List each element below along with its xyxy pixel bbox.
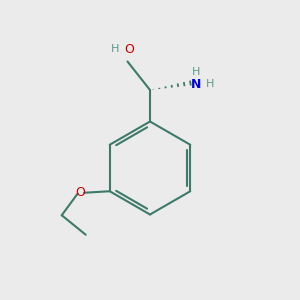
Text: H: H	[192, 67, 201, 77]
Text: N: N	[191, 77, 202, 91]
Text: O: O	[124, 43, 134, 56]
Text: H: H	[206, 79, 214, 89]
Text: H: H	[111, 44, 120, 55]
Text: O: O	[75, 186, 85, 199]
